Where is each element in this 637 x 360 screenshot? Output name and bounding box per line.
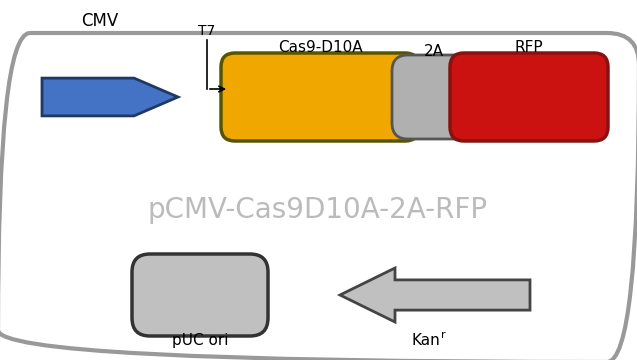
- FancyBboxPatch shape: [450, 53, 608, 141]
- FancyBboxPatch shape: [132, 254, 268, 336]
- FancyBboxPatch shape: [221, 53, 419, 141]
- Text: pCMV-Cas9D10A-2A-RFP: pCMV-Cas9D10A-2A-RFP: [148, 196, 488, 224]
- Polygon shape: [42, 78, 178, 116]
- Text: RFP: RFP: [515, 40, 543, 55]
- Text: T7: T7: [198, 24, 216, 38]
- Text: Kan: Kan: [412, 333, 440, 348]
- Text: Cas9-D10A: Cas9-D10A: [278, 40, 362, 55]
- Polygon shape: [340, 268, 530, 322]
- Text: r: r: [441, 330, 446, 340]
- FancyBboxPatch shape: [392, 55, 476, 139]
- Text: 2A: 2A: [424, 44, 444, 59]
- Text: pUC ori: pUC ori: [172, 333, 228, 348]
- Text: CMV: CMV: [82, 12, 118, 30]
